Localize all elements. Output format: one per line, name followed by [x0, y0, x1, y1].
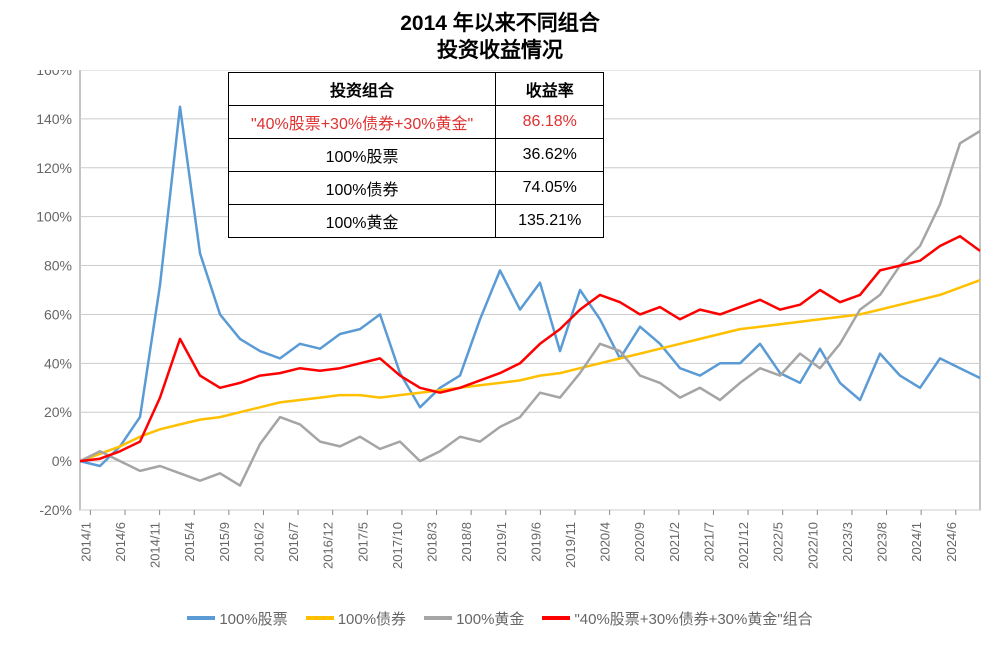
legend-swatch — [306, 616, 334, 620]
svg-text:160%: 160% — [36, 70, 72, 78]
svg-text:2019/11: 2019/11 — [563, 522, 578, 568]
svg-text:60%: 60% — [44, 306, 72, 322]
series-line — [80, 236, 980, 461]
legend-item: 100%黄金 — [424, 608, 524, 629]
plot-area: -20% 0% 20% 40% 60% 80% 100% 120% 140% 160% 2014/1… — [10, 70, 990, 600]
svg-text:2021/12: 2021/12 — [736, 522, 751, 569]
table-row: "40%股票+30%债券+30%黄金"86.18% — [229, 105, 604, 138]
svg-text:-20%: -20% — [39, 502, 72, 518]
svg-text:20%: 20% — [44, 404, 72, 420]
legend-swatch — [187, 616, 215, 620]
table-row: 100%股票36.62% — [229, 138, 604, 171]
svg-text:2016/2: 2016/2 — [251, 522, 266, 562]
title-line-1: 2014 年以来不同组合 — [10, 10, 990, 37]
svg-text:2024/1: 2024/1 — [909, 522, 924, 562]
table-cell-value: 74.05% — [496, 171, 604, 204]
svg-text:2018/8: 2018/8 — [459, 522, 474, 562]
table-header-return: 收益率 — [496, 72, 604, 105]
legend-label: 100%股票 — [219, 608, 287, 629]
svg-text:2014/1: 2014/1 — [78, 522, 93, 562]
series-line — [80, 280, 980, 461]
legend-swatch — [542, 616, 570, 620]
svg-text:2015/4: 2015/4 — [182, 522, 197, 562]
svg-text:2016/7: 2016/7 — [286, 522, 301, 562]
svg-text:40%: 40% — [44, 355, 72, 371]
svg-text:2017/5: 2017/5 — [355, 522, 370, 562]
svg-text:2023/8: 2023/8 — [875, 522, 890, 562]
table-cell-label: "40%股票+30%债券+30%黄金" — [229, 105, 496, 138]
svg-text:2020/9: 2020/9 — [632, 522, 647, 562]
svg-text:80%: 80% — [44, 257, 72, 273]
svg-text:140%: 140% — [36, 110, 72, 126]
svg-text:2016/12: 2016/12 — [321, 522, 336, 569]
svg-text:100%: 100% — [36, 208, 72, 224]
svg-text:2018/3: 2018/3 — [425, 522, 440, 562]
svg-text:2014/6: 2014/6 — [113, 522, 128, 562]
table-row: 100%债券74.05% — [229, 171, 604, 204]
chart-container: 2014 年以来不同组合 投资收益情况 -20% 0% 20% 40% 60% 80% 10… — [10, 10, 990, 651]
table-cell-value: 86.18% — [496, 105, 604, 138]
table-cell-label: 100%债券 — [229, 171, 496, 204]
table-cell-label: 100%股票 — [229, 138, 496, 171]
table-cell-value: 36.62% — [496, 138, 604, 171]
table-row: 100%黄金135.21% — [229, 204, 604, 237]
legend-item: "40%股票+30%债券+30%黄金"组合 — [542, 608, 812, 629]
legend-item: 100%股票 — [187, 608, 287, 629]
svg-text:2019/6: 2019/6 — [528, 522, 543, 562]
legend-label: 100%黄金 — [456, 608, 524, 629]
returns-table: 投资组合 收益率 "40%股票+30%债券+30%黄金"86.18%100%股票… — [228, 72, 604, 238]
svg-text:2020/4: 2020/4 — [598, 522, 613, 562]
svg-text:2021/2: 2021/2 — [667, 522, 682, 562]
legend-item: 100%债券 — [306, 608, 406, 629]
chart-legend: 100%股票 100%债券 100%黄金 "40%股票+30%债券+30%黄金"组合 — [10, 608, 990, 629]
legend-label: "40%股票+30%债券+30%黄金"组合 — [574, 608, 812, 629]
table-header-portfolio: 投资组合 — [229, 72, 496, 105]
chart-title: 2014 年以来不同组合 投资收益情况 — [10, 10, 990, 65]
svg-text:2015/9: 2015/9 — [217, 522, 232, 562]
svg-text:2019/1: 2019/1 — [494, 522, 509, 562]
svg-text:2023/3: 2023/3 — [840, 522, 855, 562]
svg-text:0%: 0% — [52, 453, 72, 469]
svg-text:120%: 120% — [36, 159, 72, 175]
svg-text:2017/10: 2017/10 — [390, 522, 405, 569]
legend-swatch — [424, 616, 452, 620]
table-cell-value: 135.21% — [496, 204, 604, 237]
svg-text:2022/5: 2022/5 — [771, 522, 786, 562]
table-cell-label: 100%黄金 — [229, 204, 496, 237]
title-line-2: 投资收益情况 — [10, 37, 990, 64]
svg-text:2014/11: 2014/11 — [148, 522, 163, 568]
svg-text:2022/10: 2022/10 — [805, 522, 820, 569]
svg-text:2024/6: 2024/6 — [944, 522, 959, 562]
svg-text:2021/7: 2021/7 — [701, 522, 716, 562]
legend-label: 100%债券 — [338, 608, 406, 629]
